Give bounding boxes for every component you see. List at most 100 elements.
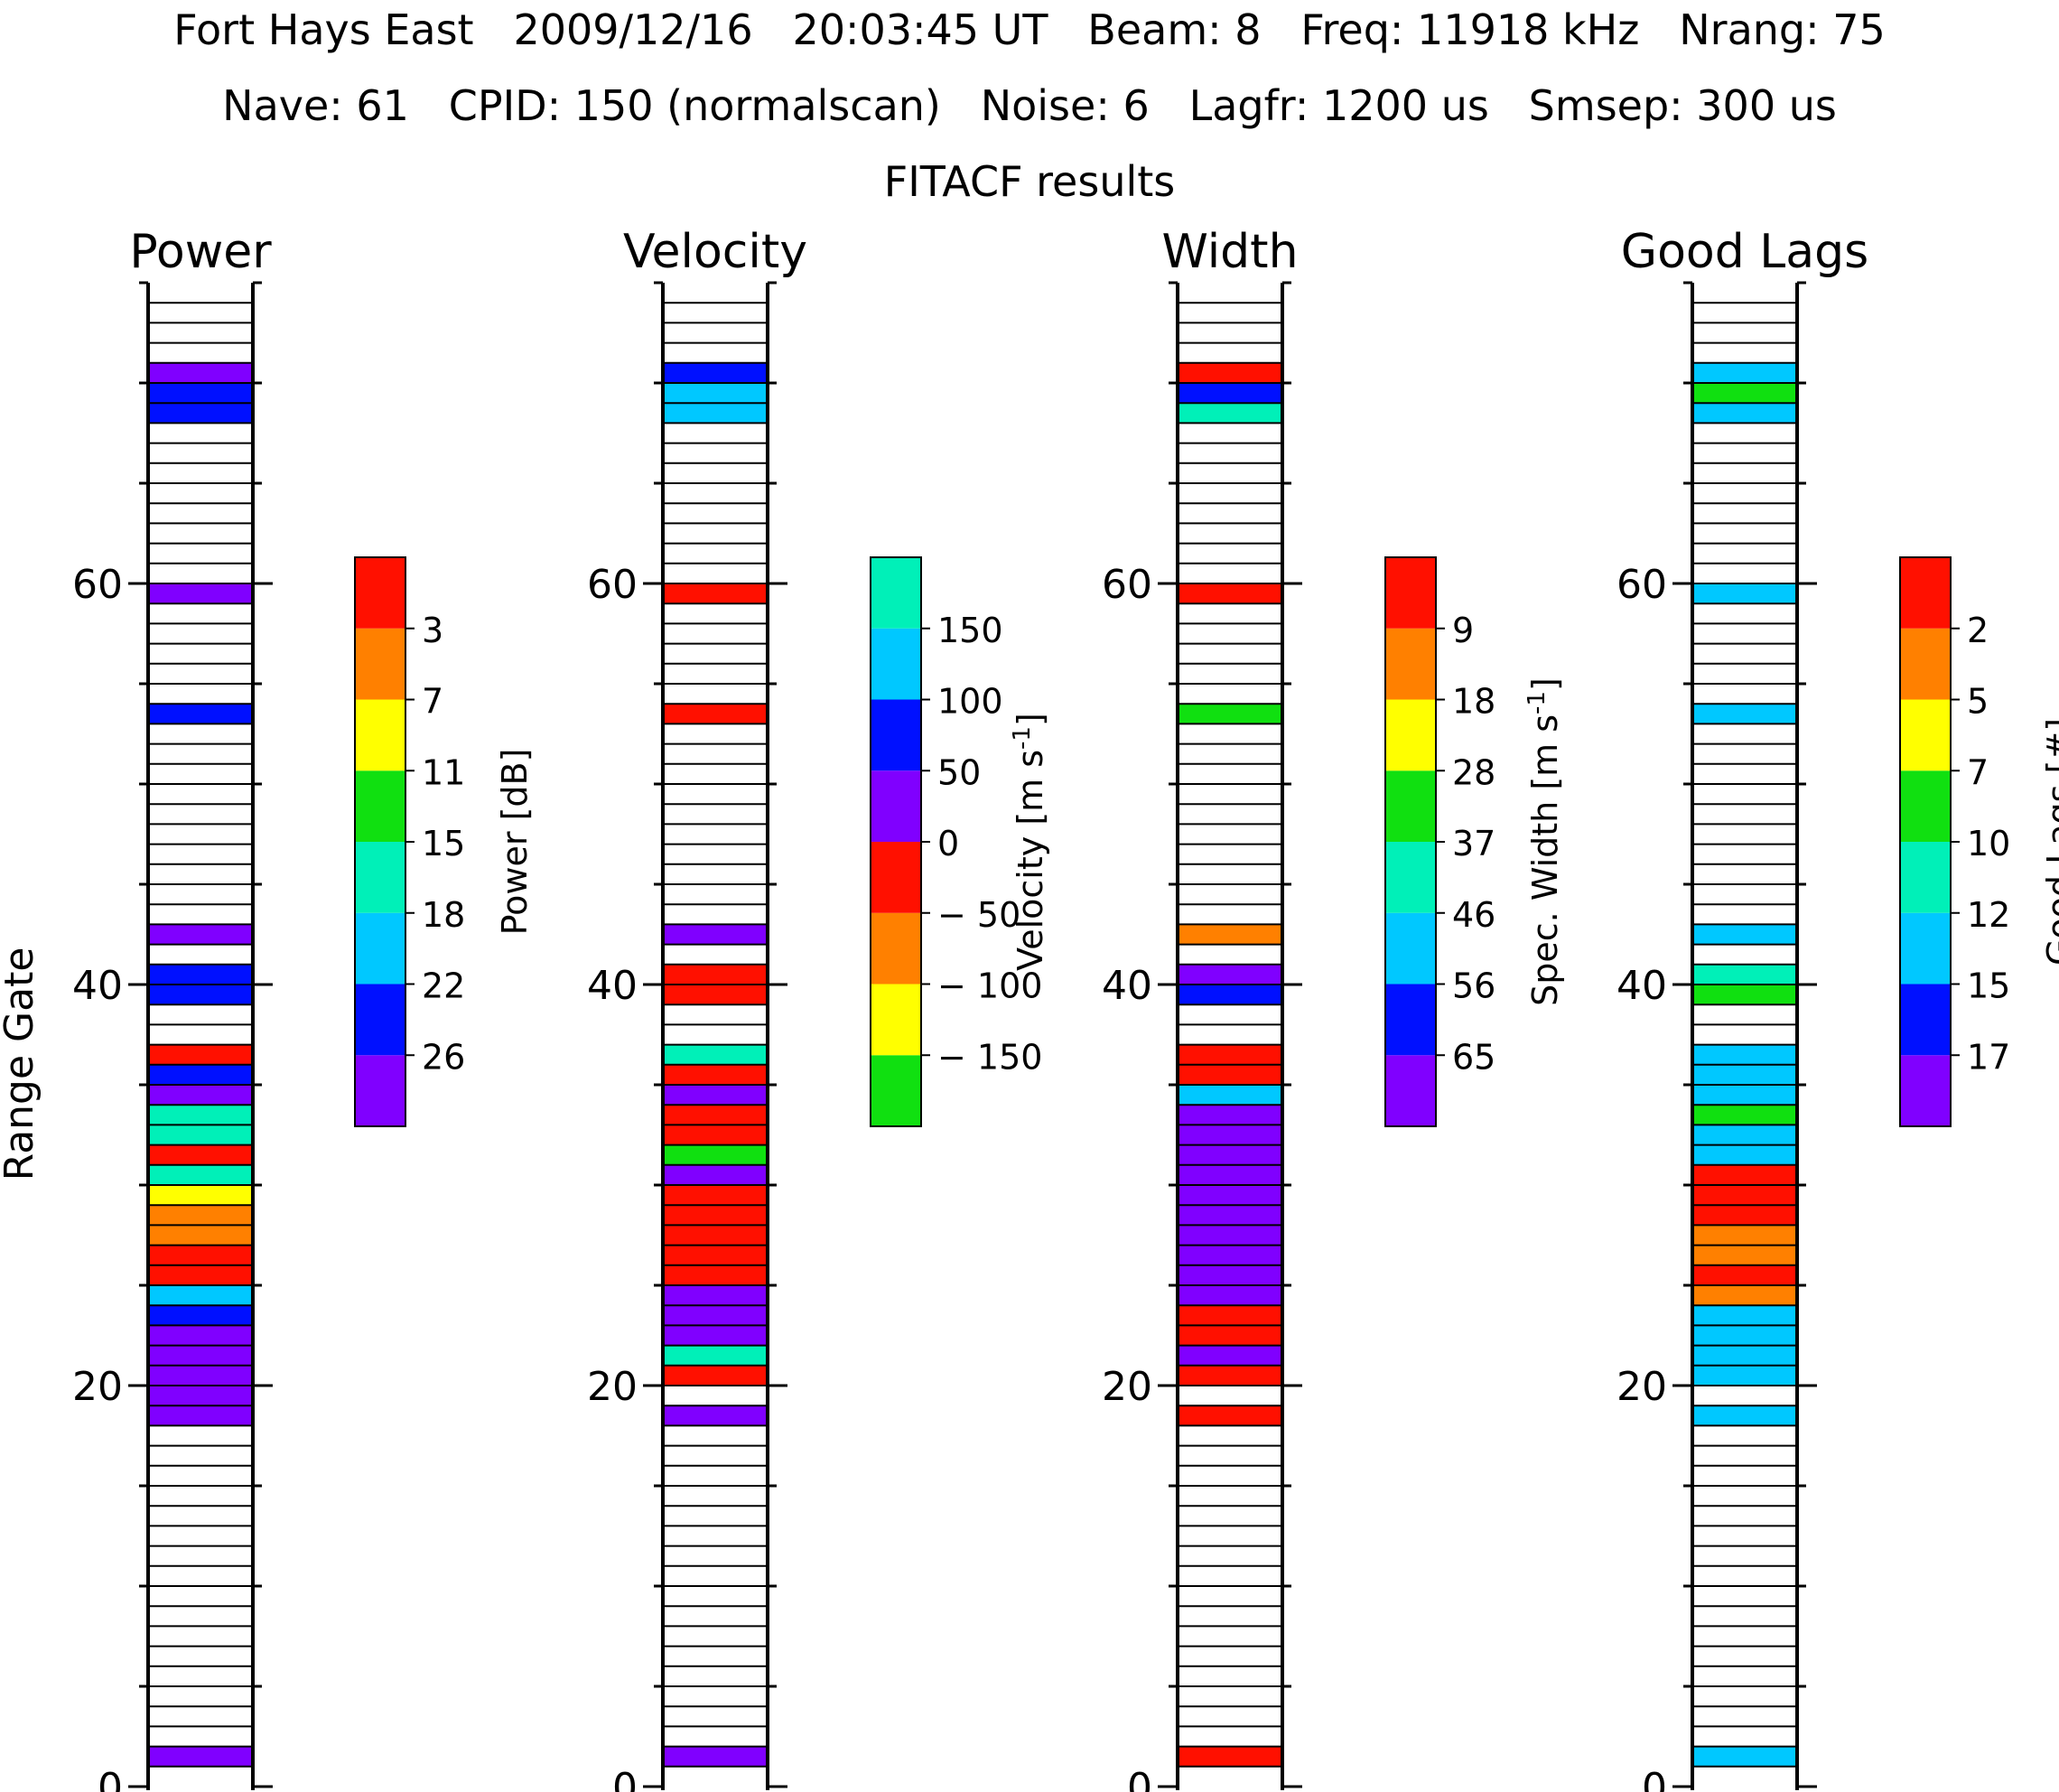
gate-cell-0-19 (148, 1386, 253, 1406)
gate-cell-0-68 (148, 403, 253, 424)
gate-cell-1-26 (663, 1245, 768, 1265)
gate-cell-0-33 (148, 1105, 253, 1125)
gate-cell-3-25 (1692, 1265, 1797, 1285)
gate-cell-1-24 (663, 1285, 768, 1306)
gate-cell-0-26 (148, 1245, 253, 1265)
gate-cell-1-39 (663, 985, 768, 1005)
y-tick-label: 0 (98, 1765, 123, 1792)
gate-cell-2-59 (1178, 583, 1282, 604)
gate-cell-3-35 (1692, 1064, 1797, 1085)
gate-cell-3-59 (1692, 583, 1797, 604)
colorbar-segment-2-3 (1385, 842, 1436, 913)
panel-title-0: Power (129, 225, 272, 279)
y-tick-label: 20 (1616, 1364, 1667, 1410)
gate-cell-2-23 (1178, 1305, 1282, 1326)
colorbar-tick-label: 15 (422, 824, 465, 863)
gate-cell-3-1 (1692, 1746, 1797, 1767)
gate-cell-2-25 (1178, 1265, 1282, 1285)
gate-cell-1-68 (663, 403, 768, 424)
gate-cell-2-31 (1178, 1144, 1282, 1165)
gate-cell-0-59 (148, 583, 253, 604)
gate-cell-3-21 (1692, 1345, 1797, 1366)
gate-cell-3-68 (1692, 403, 1797, 424)
gate-cell-1-70 (663, 362, 768, 383)
panel-title-3: Good Lags (1621, 225, 1868, 279)
gate-cell-3-22 (1692, 1325, 1797, 1346)
gate-cell-2-70 (1178, 362, 1282, 383)
gate-cell-3-31 (1692, 1144, 1797, 1165)
colorbar-segment-0-1 (355, 984, 405, 1056)
gate-cell-0-31 (148, 1144, 253, 1165)
gate-cell-1-29 (663, 1185, 768, 1206)
y-tick-label: 0 (1642, 1765, 1667, 1792)
gate-cell-3-40 (1692, 964, 1797, 985)
gate-cell-2-24 (1178, 1285, 1282, 1306)
gate-cell-2-69 (1178, 383, 1282, 404)
gate-cell-0-40 (148, 964, 253, 985)
colorbar-tick-label: 22 (422, 966, 465, 1006)
colorbar-segment-1-3 (871, 842, 921, 913)
colorbar-tick-label: 26 (422, 1037, 465, 1077)
gate-cell-2-36 (1178, 1044, 1282, 1065)
gate-cell-0-20 (148, 1365, 253, 1386)
y-axis-label: Range Gate (0, 947, 42, 1181)
y-tick-label: 0 (1127, 1765, 1152, 1792)
gate-cell-0-1 (148, 1746, 253, 1767)
colorbar-tick-label: 11 (422, 752, 465, 792)
gate-cell-1-28 (663, 1205, 768, 1226)
colorbar-tick-label: 18 (422, 895, 465, 935)
gate-cell-0-29 (148, 1185, 253, 1206)
colorbar-segment-3-6 (1900, 628, 1951, 700)
gate-cell-2-42 (1178, 924, 1282, 945)
gate-cell-2-34 (1178, 1085, 1282, 1106)
colorbar-segment-3-0 (1900, 1055, 1951, 1126)
colorbar-label-text: Power [dB] (495, 749, 535, 936)
gate-cell-3-29 (1692, 1185, 1797, 1206)
colorbar-tick-label: 50 (937, 752, 981, 792)
y-tick-label: 0 (612, 1765, 638, 1792)
gate-cell-0-35 (148, 1064, 253, 1085)
gate-cell-0-39 (148, 985, 253, 1005)
gate-cell-2-32 (1178, 1125, 1282, 1145)
colorbar-segment-0-5 (355, 699, 405, 771)
gate-cell-0-27 (148, 1225, 253, 1246)
y-tick-label: 60 (1616, 562, 1667, 608)
gate-cell-2-1 (1178, 1746, 1282, 1767)
gate-cell-1-32 (663, 1125, 768, 1145)
gate-cell-2-18 (1178, 1405, 1282, 1426)
gate-cell-1-30 (663, 1164, 768, 1185)
gate-cell-1-22 (663, 1325, 768, 1346)
gate-cell-2-68 (1178, 403, 1282, 424)
panel-title-1: Velocity (623, 225, 807, 279)
gate-cell-1-59 (663, 583, 768, 604)
colorbar-label-text: Velocity [m s (1011, 750, 1050, 971)
colorbar-segment-1-1 (871, 984, 921, 1056)
gate-cell-1-31 (663, 1144, 768, 1165)
colorbar-segment-2-0 (1385, 1055, 1436, 1126)
y-tick-label: 40 (587, 963, 638, 1009)
gate-cell-3-69 (1692, 383, 1797, 404)
gate-cell-3-27 (1692, 1225, 1797, 1246)
colorbar-tick-label: 65 (1452, 1037, 1495, 1077)
gate-cell-3-42 (1692, 924, 1797, 945)
gate-cell-2-40 (1178, 964, 1282, 985)
gate-cell-1-27 (663, 1225, 768, 1246)
colorbar-segment-1-0 (871, 1055, 921, 1126)
gate-cell-0-42 (148, 924, 253, 945)
gate-cell-2-35 (1178, 1064, 1282, 1085)
gate-cell-2-33 (1178, 1105, 1282, 1125)
gate-cell-1-18 (663, 1405, 768, 1426)
gate-cell-1-40 (663, 964, 768, 985)
colorbar-tick-label: 46 (1452, 895, 1495, 935)
colorbar-segment-1-5 (871, 699, 921, 771)
colorbar-segment-1-6 (871, 628, 921, 700)
colorbar-segment-0-0 (355, 1055, 405, 1126)
gate-cell-3-33 (1692, 1105, 1797, 1125)
gate-cell-2-22 (1178, 1325, 1282, 1346)
colorbar-tick-label: 0 (937, 824, 959, 863)
gate-cell-3-20 (1692, 1365, 1797, 1386)
colorbar-segment-0-2 (355, 912, 405, 985)
gate-cell-3-28 (1692, 1205, 1797, 1226)
colorbar-label-sup: -1 (1009, 726, 1036, 750)
y-tick-label: 40 (1102, 963, 1152, 1009)
